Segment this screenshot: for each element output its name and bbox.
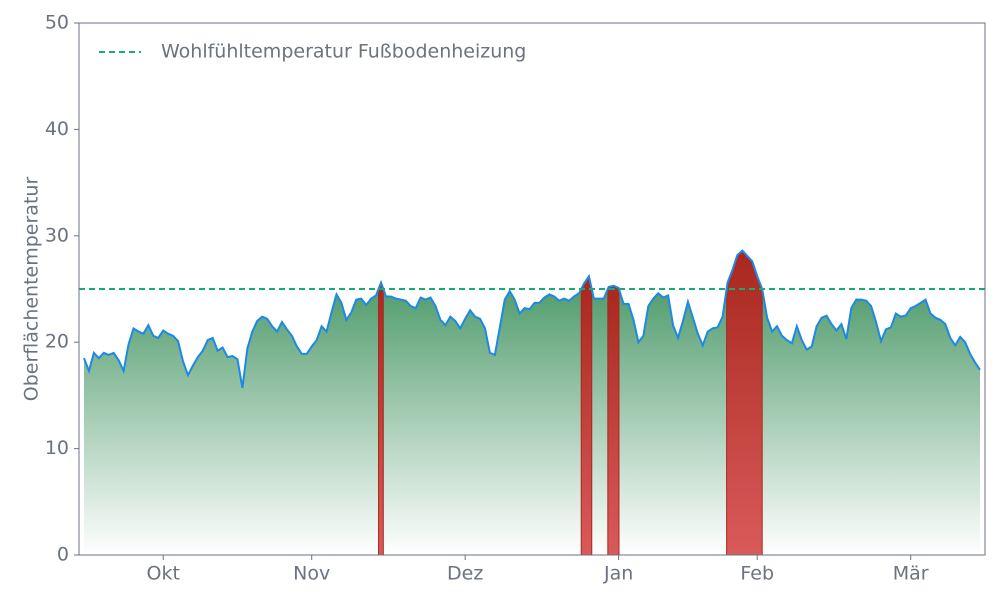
- over-threshold-area: [726, 250, 763, 556]
- x-tick-label: Dez: [447, 563, 483, 585]
- line: [83, 249, 981, 389]
- over-threshold-area: [607, 285, 620, 556]
- legend-label: Wohlfühltemperatur Fußbodenheizung: [161, 41, 526, 63]
- x-tick-label: Jan: [603, 563, 633, 585]
- x-tick-label: Okt: [146, 563, 179, 585]
- y-tick-label: 30: [45, 224, 69, 246]
- y-tick-label: 0: [57, 544, 69, 566]
- area-fill: [84, 250, 980, 556]
- x-tick-label: Feb: [740, 563, 774, 585]
- over-threshold-area: [580, 274, 593, 556]
- y-tick-label: 10: [45, 437, 69, 459]
- plot-frame: [78, 22, 986, 556]
- x-tick-label: Mär: [893, 563, 929, 585]
- over-threshold-area: [378, 281, 384, 556]
- y-axis-label: Oberflächentemperatur: [21, 177, 43, 402]
- x-tick-label: Nov: [293, 563, 330, 585]
- y-tick-label: 50: [45, 12, 69, 34]
- y-tick-label: 20: [45, 331, 69, 353]
- y-tick-label: 40: [45, 118, 69, 140]
